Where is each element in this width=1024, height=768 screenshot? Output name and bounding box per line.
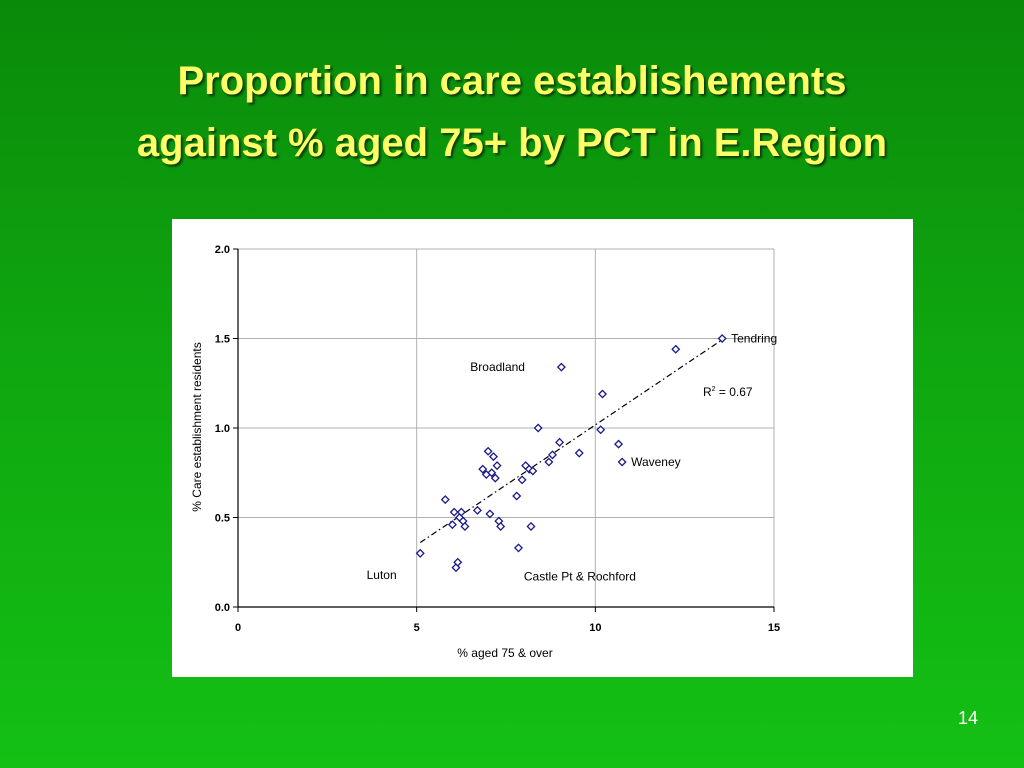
slide-title: Proportion in care establishements again… [0,50,1024,174]
y-tick-label: 1.5 [215,334,230,346]
y-tick-label: 2.0 [215,244,230,256]
data-point [544,457,554,467]
data-point [460,521,470,531]
data-point [478,464,488,474]
data-point [517,475,527,485]
chart-panel: 0.0 0.5 1.0 1.5 2.0 0 5 10 15 Tendring Broadland W… [172,219,913,677]
data-point [597,389,607,399]
data-point [528,466,538,476]
data-point [574,448,584,458]
data-point [533,423,543,433]
data-point [556,362,566,372]
title-line-2: against % aged 75+ by PCT in E.Region [136,121,888,165]
data-point [449,507,459,517]
y-tick-label: 0.0 [215,602,230,614]
data-point [547,450,557,460]
data-point [487,468,497,478]
data-point [490,473,500,483]
y-tick-label: 1.0 [215,423,230,435]
r-squared-value: = 0.67 [716,385,753,399]
data-point [617,457,627,467]
x-tick-label: 0 [235,622,241,634]
data-point [415,548,425,558]
data-point [453,557,463,567]
data-point [483,446,493,456]
gridlines [238,248,775,607]
data-point [447,520,457,530]
data-point [440,495,450,505]
data-point [456,507,466,517]
data-point [614,439,624,449]
y-axis-label: % Care establishment residents [190,342,204,511]
y-tick-label: 0.5 [215,513,230,525]
point-annotation: Broadland [470,360,525,374]
data-point [512,491,522,501]
data-point [472,505,482,515]
scatter-chart: 0.0 0.5 1.0 1.5 2.0 0 5 10 15 Tendring Broadland W… [190,244,780,660]
point-annotation: Tendring [731,332,777,346]
data-point [492,461,502,471]
data-point [488,452,499,462]
data-point [513,543,524,553]
data-point [596,425,606,435]
r-squared-label: R2 = 0.67 [703,385,753,399]
r-squared-r: R [703,385,712,399]
r-squared-sup: 2 [712,386,716,393]
slide-number: 14 [957,708,978,728]
point-annotation: Luton [367,568,397,582]
tick-labels: 0.0 0.5 1.0 1.5 2.0 0 5 10 15 [215,244,780,634]
data-point [671,344,681,354]
x-axis-label: % aged 75 & over [457,646,552,660]
x-tick-label: 10 [589,622,601,634]
point-annotations: Tendring Broadland Waveney Luton Castle Pt &… [367,332,778,584]
data-point [496,521,506,531]
x-tick-label: 15 [768,622,780,634]
x-tick-label: 5 [414,622,420,634]
axes [233,248,775,612]
data-point [485,509,495,519]
data-point [717,333,727,344]
data-point [555,437,565,447]
trendline [419,338,725,544]
title-line-1: Proportion in care establishements [177,59,847,103]
data-points [415,333,727,573]
point-annotation: Waveney [631,455,681,469]
data-point [526,521,536,531]
point-annotation: Castle Pt & Rochford [524,570,636,584]
